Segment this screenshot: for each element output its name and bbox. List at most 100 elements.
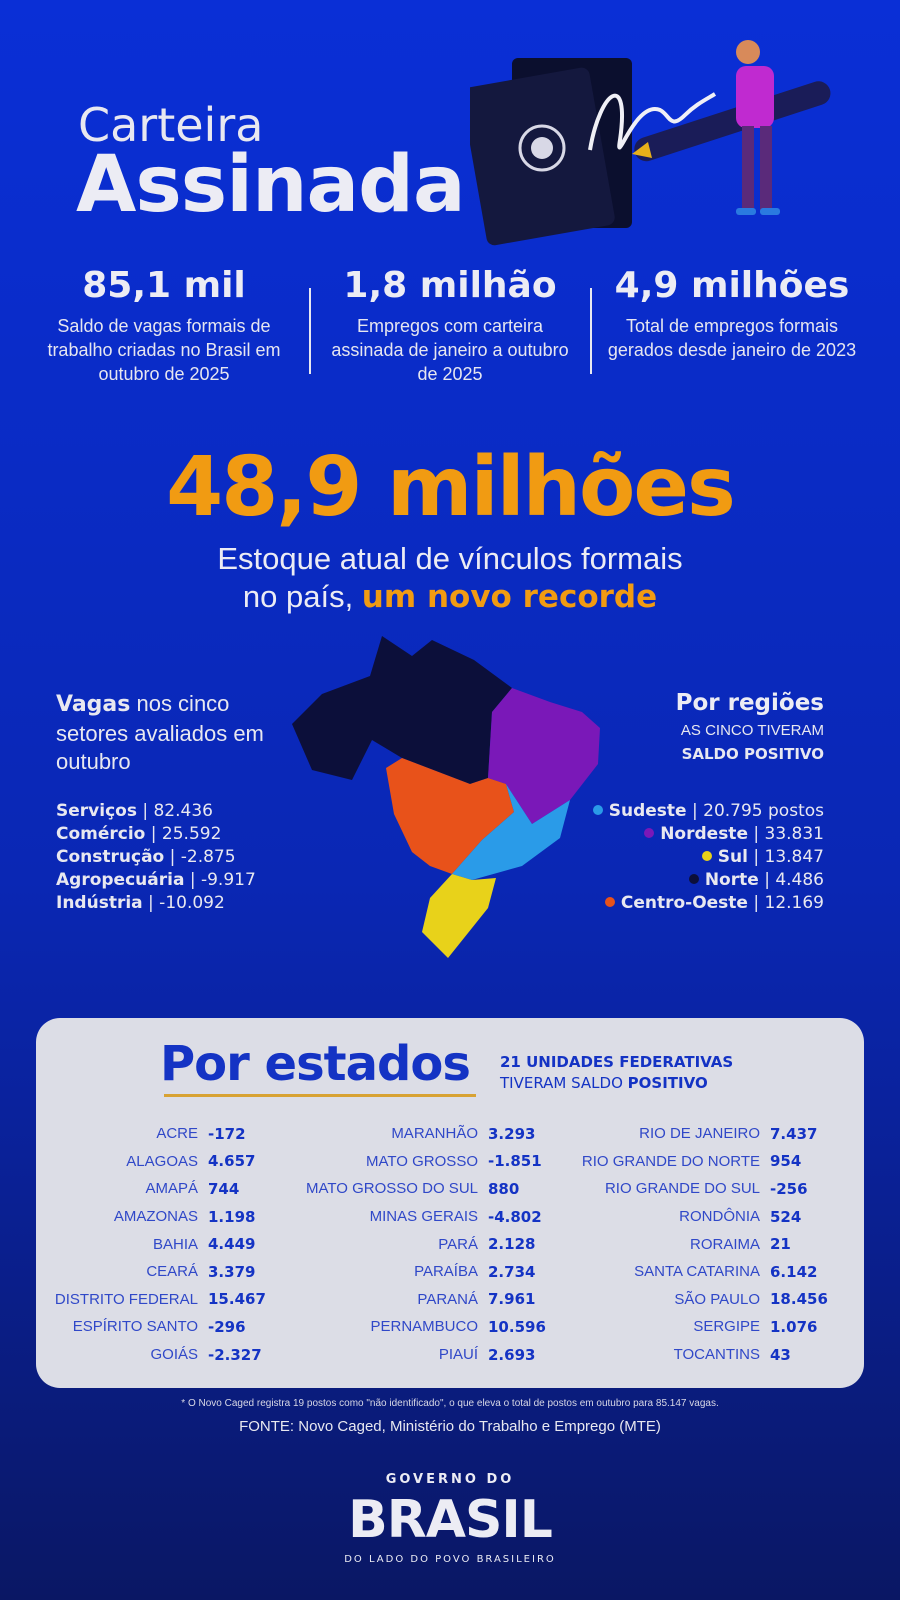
state-value: -172 (208, 1124, 246, 1143)
state-name: PARAÍBA (414, 1263, 478, 1281)
state-name: RORAIMA (689, 1235, 760, 1253)
state-value: 880 (488, 1179, 520, 1198)
state-row: ESPÍRITO SANTO -296 (40, 1313, 266, 1341)
regions-subtitle-2: SALDO POSITIVO (681, 745, 824, 763)
state-row: CEARÁ 3.379 (40, 1258, 266, 1286)
region-value: | 13.847 (753, 847, 824, 867)
state-value: 15.467 (208, 1290, 266, 1309)
stat-empregos-2025: 1,8 milhão Empregos com carteira assinad… (320, 266, 580, 386)
state-name: RIO GRANDE DO NORTE (581, 1152, 760, 1170)
state-value: 744 (208, 1179, 240, 1198)
headline-desc-highlight: um novo recorde (361, 578, 658, 615)
stat-divider (590, 288, 592, 374)
sector-value: | -9.917 (189, 870, 256, 890)
state-name: SÃO PAULO (674, 1290, 760, 1308)
state-value: 2.693 (488, 1345, 536, 1364)
headline-value: 48,9 milhões (166, 440, 736, 535)
state-value: 21 (770, 1235, 791, 1254)
state-row: TOCANTINS 43 (570, 1341, 828, 1369)
logo-line-1: GOVERNO DO (385, 1472, 515, 1487)
state-name: MATO GROSSO DO SUL (306, 1180, 478, 1198)
state-row: GOIÁS -2.327 (40, 1341, 266, 1369)
state-row: PERNAMBUCO 10.596 (296, 1313, 546, 1341)
region-dot-icon (701, 851, 712, 861)
map-region-sudeste (452, 784, 570, 880)
sector-item: Indústria | -10.092 (56, 892, 256, 915)
state-value: 4.657 (208, 1152, 256, 1171)
sector-value: | 82.436 (142, 801, 213, 821)
stat-vagas-outubro: 85,1 mil Saldo de vagas formais de traba… (34, 266, 294, 386)
state-value: 3.379 (208, 1262, 256, 1281)
state-row: ACRE -172 (40, 1120, 266, 1148)
state-name: RIO GRANDE DO SUL (604, 1180, 760, 1198)
state-name: ACRE (156, 1125, 198, 1143)
state-row: AMAPÁ 744 (40, 1175, 266, 1203)
sector-item: Comércio | 25.592 (56, 823, 256, 846)
state-value: -1.851 (488, 1152, 542, 1171)
state-name: TOCANTINS (673, 1346, 760, 1364)
regions-title: Por regiões (675, 690, 824, 716)
map-region-sul (422, 874, 496, 958)
state-name: GOIÁS (150, 1346, 198, 1364)
state-row: RIO GRANDE DO NORTE 954 (570, 1148, 828, 1176)
sector-value: | -2.875 (169, 847, 236, 867)
work-card-icon (470, 58, 632, 246)
states-card-subtitle: 21 UNIDADES FEDERATIVAS TIVERAM SALDO PO… (500, 1052, 733, 1094)
sector-item: Agropecuária | -9.917 (56, 869, 256, 892)
state-name: RIO DE JANEIRO (639, 1125, 760, 1143)
region-item: Sul | 13.847 (593, 846, 824, 869)
state-row: MINAS GERAIS -4.802 (296, 1203, 546, 1231)
state-value: 4.449 (208, 1235, 256, 1254)
region-value: | 33.831 (753, 824, 824, 844)
stat-desc: Saldo de vagas formais de trabalho criad… (47, 315, 281, 385)
states-card (36, 1018, 864, 1388)
state-value: 2.128 (488, 1235, 536, 1254)
state-row: PARÁ 2.128 (296, 1230, 546, 1258)
region-list: Sudeste | 20.795 postos Nordeste | 33.83… (592, 800, 824, 915)
state-value: 43 (770, 1345, 791, 1364)
stat-divider (309, 288, 311, 374)
stat-desc: Empregos com carteira assinada de janeir… (331, 315, 569, 385)
footnote: * O Novo Caged registra 19 postos como "… (181, 1398, 719, 1409)
state-row: RIO GRANDE DO SUL -256 (570, 1175, 828, 1203)
region-dot-icon (688, 874, 699, 884)
state-name: ESPÍRITO SANTO (72, 1318, 198, 1336)
work-card-illustration (470, 40, 831, 246)
logo-line-2: BRASIL (348, 1490, 553, 1550)
state-name: MINAS GERAIS (369, 1208, 478, 1226)
stat-value: 85,1 mil (82, 265, 246, 306)
states-card-subtitle-line2: TIVERAM SALDO POSITIVO (500, 1073, 733, 1094)
sector-value: | 25.592 (150, 824, 222, 844)
region-value: | 12.169 (753, 893, 824, 913)
logo-line-3: DO LADO DO POVO BRASILEIRO (344, 1554, 556, 1565)
region-value: | 20.795 postos (692, 801, 824, 821)
state-name: AMAPÁ (145, 1180, 198, 1198)
states-column-1: ACRE -172 ALAGOAS 4.657 AMAPÁ 744 AMAZONAS 1.19… (40, 1120, 266, 1368)
state-value: 10.596 (488, 1317, 546, 1336)
sector-name: Comércio (56, 824, 146, 844)
state-name: PARÁ (438, 1235, 478, 1253)
state-value: -296 (208, 1317, 246, 1336)
region-name: Norte (704, 870, 759, 890)
sector-name: Serviços (56, 801, 137, 821)
sectors-title: Vagas nos cinco setores avaliados em out… (56, 690, 296, 777)
state-value: 2.734 (488, 1262, 536, 1281)
sectors-title-rest: nos cinco setores avaliados em outubro (56, 691, 264, 775)
state-name: BAHIA (152, 1235, 198, 1253)
region-name: Nordeste (660, 824, 748, 844)
regions-subtitle-1: AS CINCO TIVERAM (680, 722, 824, 739)
title-line-2: Assinada (76, 140, 466, 230)
region-dot-icon (604, 897, 615, 907)
state-value: 1.076 (770, 1317, 818, 1336)
region-item: Sudeste | 20.795 postos (592, 800, 824, 823)
state-name: PARANÁ (417, 1290, 478, 1308)
state-name: CEARÁ (146, 1263, 198, 1281)
sector-name: Indústria (56, 893, 143, 913)
region-name: Centro-Oeste (620, 893, 748, 913)
state-name: PIAUÍ (438, 1346, 478, 1364)
headline-desc-plain: no país, (242, 578, 362, 614)
state-value: -4.802 (488, 1207, 542, 1226)
states-card-subtitle-plain: TIVERAM SALDO (500, 1074, 628, 1092)
headline-description: Estoque atual de vínculos formais no paí… (0, 540, 900, 617)
state-value: 3.293 (488, 1124, 536, 1143)
